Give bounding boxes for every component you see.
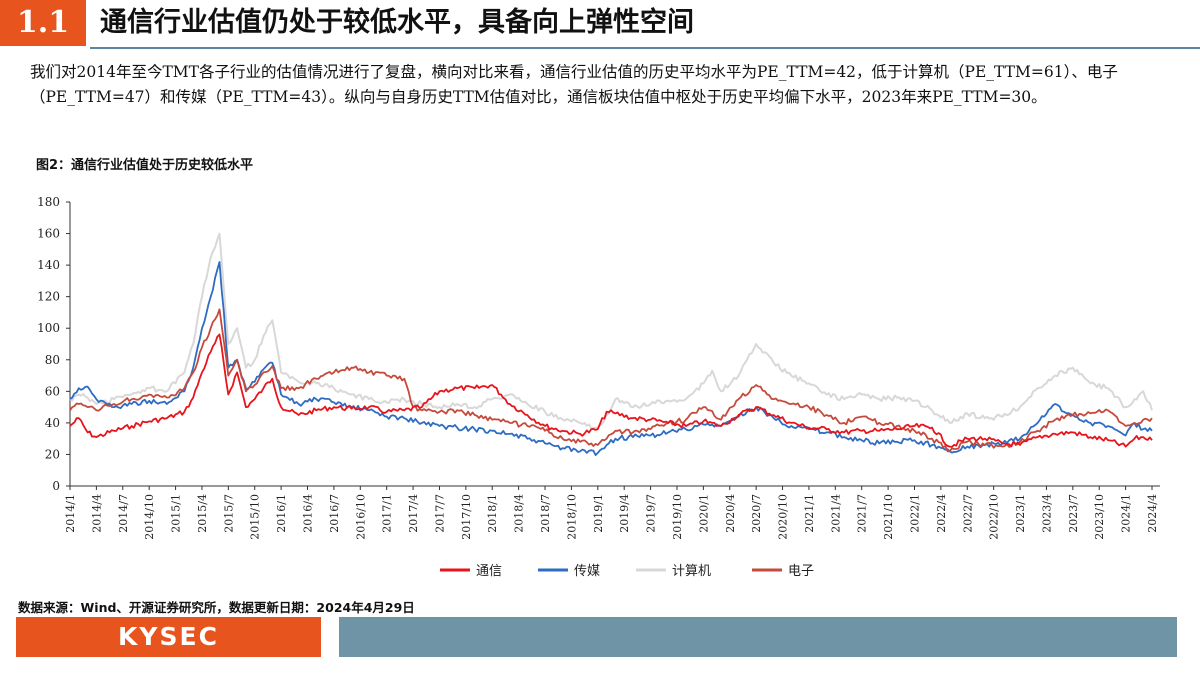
x-tick-label: 2017/7 [433, 494, 446, 533]
y-tick-label: 160 [37, 227, 60, 241]
y-tick-label: 80 [45, 353, 60, 367]
title-bar: 通信行业估值仍处于较低水平，具备向上弹性空间 [90, 0, 1200, 46]
y-tick-label: 180 [37, 195, 60, 209]
data-source-note: 数据来源：Wind、开源证券研究所，数据更新日期：2024年4月29日 [18, 600, 415, 615]
series-line-2 [69, 261, 1153, 456]
x-tick-label: 2023/10 [1093, 494, 1106, 540]
x-tick-label: 2016/4 [302, 494, 315, 533]
y-tick-label: 60 [45, 384, 60, 398]
x-tick-label: 2019/4 [618, 494, 631, 533]
x-tick-label: 2014/1 [64, 494, 77, 533]
series-line-4 [69, 308, 1153, 453]
x-tick-label: 2015/10 [249, 494, 262, 540]
footer-logo-block: KYSEC [16, 617, 321, 657]
x-tick-label: 2017/1 [381, 494, 394, 533]
x-tick-label: 2021/7 [856, 494, 869, 533]
x-tick-label: 2017/4 [407, 494, 420, 533]
x-tick-label: 2016/10 [354, 494, 367, 540]
x-tick-label: 2016/7 [328, 494, 341, 533]
y-tick-label: 100 [37, 321, 60, 335]
legend-label-4: 电子 [788, 564, 814, 579]
series-line-1 [69, 333, 1153, 448]
legend-label-2: 传媒 [574, 564, 600, 579]
x-tick-label: 2018/10 [565, 494, 578, 540]
title-divider [90, 47, 1200, 49]
x-tick-label: 2023/4 [1040, 494, 1053, 533]
x-tick-label: 2018/7 [539, 494, 552, 533]
y-tick-label: 40 [45, 416, 60, 430]
x-tick-label: 2022/10 [988, 494, 1001, 540]
legend-label-1: 通信 [476, 564, 502, 579]
y-tick-label: 20 [45, 447, 60, 461]
x-tick-label: 2015/1 [170, 494, 183, 533]
page-title: 通信行业估值仍处于较低水平，具备向上弹性空间 [100, 7, 694, 38]
body-paragraph: 我们对2014年至今TMT各子行业的估值情况进行了复盘，横向对比来看，通信行业估… [30, 63, 1118, 106]
x-tick-label: 2014/10 [143, 494, 156, 540]
y-tick-label: 120 [37, 290, 60, 304]
x-tick-label: 2022/1 [908, 494, 921, 533]
y-tick-label: 0 [52, 479, 60, 493]
legend-label-3: 计算机 [672, 564, 711, 579]
x-tick-label: 2019/10 [671, 494, 684, 540]
x-tick-label: 2014/7 [117, 494, 130, 533]
x-tick-label: 2021/4 [829, 494, 842, 533]
figure-caption: 图2：通信行业估值处于历史较低水平 [36, 158, 254, 173]
x-tick-label: 2020/4 [724, 494, 737, 533]
x-tick-label: 2019/7 [645, 494, 658, 533]
x-tick-label: 2020/1 [697, 494, 710, 533]
x-tick-label: 2023/1 [1014, 494, 1027, 533]
series-line-3 [69, 232, 1153, 430]
x-tick-label: 2018/1 [486, 494, 499, 533]
x-tick-label: 2015/4 [196, 494, 209, 533]
x-tick-label: 2014/4 [90, 494, 103, 533]
x-tick-label: 2020/10 [777, 494, 790, 540]
x-tick-label: 2018/4 [513, 494, 526, 533]
x-tick-label: 2022/7 [961, 494, 974, 533]
x-tick-label: 2016/1 [275, 494, 288, 533]
x-tick-label: 2023/7 [1067, 494, 1080, 533]
y-tick-label: 140 [37, 258, 60, 272]
x-tick-label: 2015/7 [222, 494, 235, 533]
x-tick-label: 2022/4 [935, 494, 948, 533]
pe-ttm-line-chart: 0 20 40 60 80 100 120 140 160 180 2014/1 2014/4 2014… [37, 195, 1160, 579]
section-number-badge: 1.1 [0, 0, 86, 46]
kysec-logo: KYSEC [118, 622, 219, 651]
x-tick-label: 2019/1 [592, 494, 605, 533]
x-tick-label: 2021/1 [803, 494, 816, 533]
x-tick-label: 2021/10 [882, 494, 895, 540]
footer-bar [339, 617, 1177, 657]
x-tick-label: 2017/10 [460, 494, 473, 540]
x-tick-label: 2020/7 [750, 494, 763, 533]
x-tick-label: 2024/1 [1120, 494, 1133, 533]
x-tick-label: 2024/4 [1146, 494, 1159, 533]
